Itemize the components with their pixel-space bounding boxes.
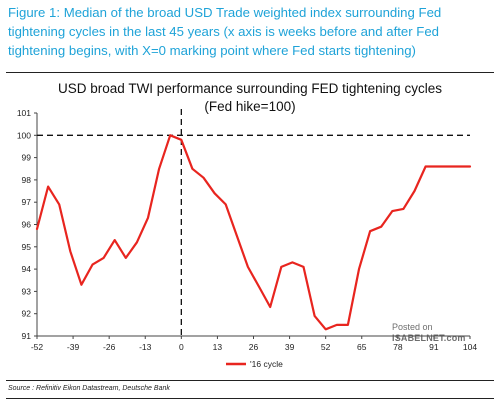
x-tick-label: 78 bbox=[393, 342, 403, 352]
chart-title-block: USD broad TWI performance surrounding FE… bbox=[0, 80, 500, 116]
y-tick-label: 93 bbox=[22, 286, 32, 296]
x-tick-label: -13 bbox=[139, 342, 152, 352]
caption-line-3: tightening begins, with X=0 marking poin… bbox=[8, 43, 416, 58]
watermark-line-1: Posted on bbox=[392, 322, 433, 332]
y-tick-label: 98 bbox=[22, 175, 32, 185]
y-tick-label: 94 bbox=[22, 264, 32, 274]
source-note: Source : Refinitiv Eikon Datastream, Deu… bbox=[8, 385, 170, 392]
x-tick-label: 0 bbox=[179, 342, 184, 352]
x-tick-label: 91 bbox=[429, 342, 439, 352]
caption-line-2: tightening cycles in the last 45 years (… bbox=[8, 24, 440, 39]
y-tick-label: 101 bbox=[17, 108, 31, 118]
x-tick-label: 104 bbox=[463, 342, 477, 352]
y-tick-label: 92 bbox=[22, 309, 32, 319]
bottom-divider bbox=[6, 398, 494, 399]
y-tick-label: 97 bbox=[22, 197, 32, 207]
caption-line-1: Figure 1: Median of the broad USD Trade … bbox=[8, 5, 442, 20]
chart-title: USD broad TWI performance surrounding FE… bbox=[58, 81, 442, 96]
x-tick-label: 13 bbox=[213, 342, 223, 352]
caption-divider bbox=[6, 72, 494, 73]
x-tick-label: 65 bbox=[357, 342, 367, 352]
watermark: Posted on ISABELNET.com bbox=[392, 322, 466, 344]
x-tick-label: -26 bbox=[103, 342, 116, 352]
legend-label: '16 cycle bbox=[250, 359, 283, 369]
x-tick-label: -52 bbox=[31, 342, 44, 352]
watermark-brand: ISABELNET.com bbox=[392, 333, 466, 343]
x-tick-label: 39 bbox=[285, 342, 295, 352]
y-tick-label: 96 bbox=[22, 220, 32, 230]
chart-subtitle: (Fed hike=100) bbox=[204, 99, 296, 114]
source-divider bbox=[6, 380, 494, 381]
figure-caption: Figure 1: Median of the broad USD Trade … bbox=[8, 3, 494, 60]
series-line-16-cycle bbox=[35, 134, 472, 331]
y-tick-label: 91 bbox=[22, 331, 32, 341]
y-tick-label: 99 bbox=[22, 153, 32, 163]
y-tick-label: 95 bbox=[22, 242, 32, 252]
x-tick-label: -39 bbox=[67, 342, 80, 352]
x-tick-label: 26 bbox=[249, 342, 259, 352]
y-tick-label: 100 bbox=[17, 130, 31, 140]
x-tick-label: 52 bbox=[321, 342, 331, 352]
